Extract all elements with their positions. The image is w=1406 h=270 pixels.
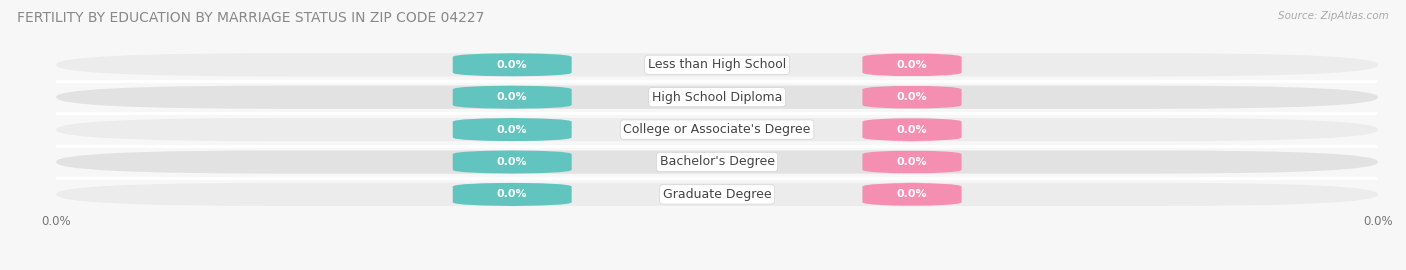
Text: Less than High School: Less than High School xyxy=(648,58,786,71)
FancyBboxPatch shape xyxy=(453,183,572,206)
Text: Source: ZipAtlas.com: Source: ZipAtlas.com xyxy=(1278,11,1389,21)
Text: 0.0%: 0.0% xyxy=(897,60,928,70)
FancyBboxPatch shape xyxy=(56,86,1378,109)
FancyBboxPatch shape xyxy=(453,53,572,76)
FancyBboxPatch shape xyxy=(862,53,962,76)
Text: 0.0%: 0.0% xyxy=(897,92,928,102)
Text: 0.0%: 0.0% xyxy=(897,189,928,200)
Text: 0.0%: 0.0% xyxy=(496,124,527,135)
FancyBboxPatch shape xyxy=(862,86,962,109)
Text: 0.0%: 0.0% xyxy=(496,157,527,167)
Text: 0.0%: 0.0% xyxy=(496,60,527,70)
Text: 0.0%: 0.0% xyxy=(897,124,928,135)
FancyBboxPatch shape xyxy=(453,150,572,174)
FancyBboxPatch shape xyxy=(862,183,962,206)
FancyBboxPatch shape xyxy=(56,53,1378,76)
FancyBboxPatch shape xyxy=(56,150,1378,174)
FancyBboxPatch shape xyxy=(453,118,572,141)
Text: High School Diploma: High School Diploma xyxy=(652,91,782,104)
FancyBboxPatch shape xyxy=(862,150,962,174)
Text: College or Associate's Degree: College or Associate's Degree xyxy=(623,123,811,136)
FancyBboxPatch shape xyxy=(453,86,572,109)
Text: 0.0%: 0.0% xyxy=(897,157,928,167)
Text: 0.0%: 0.0% xyxy=(496,189,527,200)
Text: Graduate Degree: Graduate Degree xyxy=(662,188,772,201)
FancyBboxPatch shape xyxy=(56,118,1378,141)
FancyBboxPatch shape xyxy=(56,183,1378,206)
Text: FERTILITY BY EDUCATION BY MARRIAGE STATUS IN ZIP CODE 04227: FERTILITY BY EDUCATION BY MARRIAGE STATU… xyxy=(17,11,484,25)
FancyBboxPatch shape xyxy=(862,118,962,141)
Text: 0.0%: 0.0% xyxy=(496,92,527,102)
Text: Bachelor's Degree: Bachelor's Degree xyxy=(659,156,775,168)
